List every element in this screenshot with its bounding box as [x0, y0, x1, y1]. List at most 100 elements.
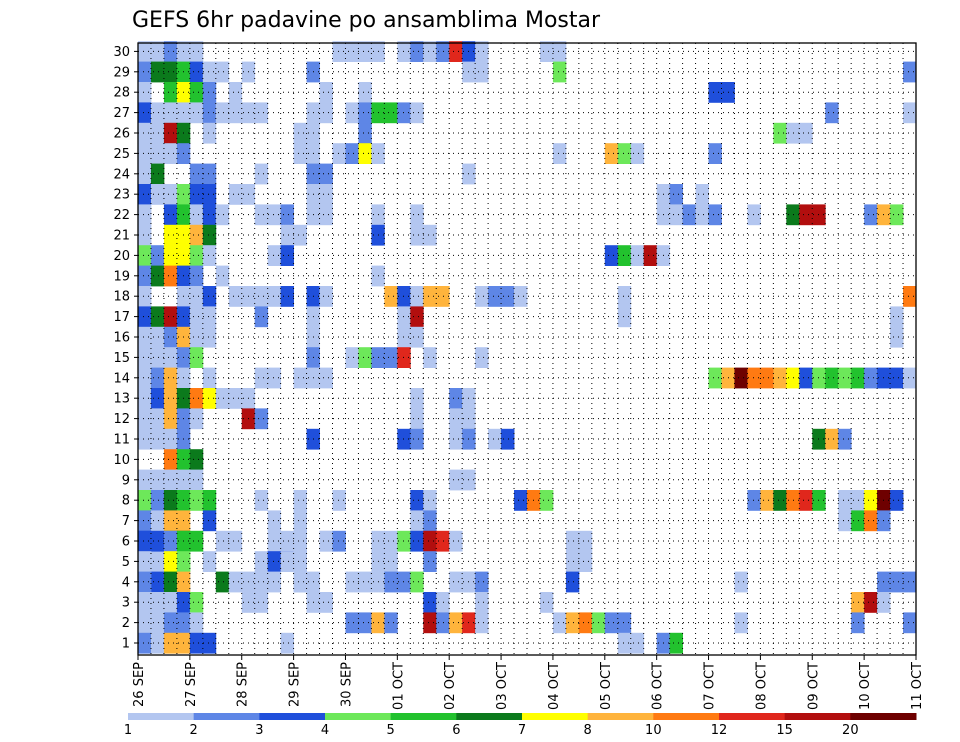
heatmap-cell [189, 347, 204, 368]
heatmap-cell [630, 632, 645, 654]
heatmap-cell [410, 204, 424, 226]
heatmap-cell [202, 326, 217, 348]
legend-label: 4 [321, 723, 329, 738]
y-tick-label: 5 [122, 555, 130, 570]
heatmap-cell [254, 592, 269, 613]
y-tick-label: 19 [113, 269, 130, 284]
heatmap-cell [552, 41, 567, 62]
heatmap-cell [254, 367, 269, 389]
heatmap-cell [345, 612, 359, 634]
heatmap-cell [150, 592, 165, 613]
heatmap-cell [138, 551, 152, 572]
heatmap-cell [760, 367, 774, 389]
heatmap-cell [138, 388, 152, 409]
y-tick-label: 14 [113, 371, 130, 386]
heatmap-cell [138, 41, 152, 62]
heatmap-cell [436, 41, 450, 62]
heatmap-cell [189, 388, 204, 409]
heatmap-cell [358, 41, 372, 62]
heatmap-cell [202, 306, 217, 328]
heatmap-cell [215, 530, 230, 552]
heatmap-cell [163, 41, 178, 62]
heatmap-cell [449, 41, 463, 62]
heatmap-cell [760, 490, 774, 511]
heatmap-cell [163, 367, 178, 389]
heatmap-cell [488, 428, 502, 450]
heatmap-cell [150, 347, 165, 368]
y-tick-label: 22 [113, 208, 130, 223]
heatmap-cell [384, 347, 398, 368]
legend-swatch [456, 713, 523, 720]
heatmap-cell [890, 306, 904, 328]
heatmap-cell [163, 265, 178, 287]
heatmap-cell [851, 510, 865, 532]
heatmap-cell [280, 632, 294, 654]
heatmap-cell [890, 571, 904, 593]
heatmap-cell [838, 428, 852, 450]
heatmap-cell [410, 224, 424, 246]
heatmap-cell [475, 592, 489, 613]
heatmap-cell [410, 428, 424, 450]
legend-label: 3 [255, 723, 263, 738]
legend-label: 12 [711, 723, 728, 738]
x-tick-label: 01 OCT [391, 662, 406, 710]
heatmap-cell [150, 510, 165, 532]
heatmap-cell [423, 286, 437, 307]
heatmap-cell [903, 367, 917, 389]
heatmap-cell [669, 632, 683, 654]
heatmap-cell [189, 204, 204, 226]
heatmap-cell [202, 388, 217, 409]
heatmap-cell [423, 612, 437, 634]
heatmap-cell [475, 41, 489, 62]
heatmap-cell [358, 143, 372, 164]
heatmap-cell [138, 163, 152, 185]
legend-label: 15 [776, 723, 793, 738]
heatmap-cell [215, 102, 230, 124]
heatmap-cell [215, 265, 230, 287]
y-tick-label: 16 [113, 331, 130, 346]
heatmap-cell [423, 510, 437, 532]
heatmap-cell [423, 224, 437, 246]
heatmap-cell [150, 388, 165, 409]
y-tick-label: 23 [113, 188, 130, 203]
heatmap-cell [358, 571, 372, 593]
heatmap-cell [138, 592, 152, 613]
heatmap-cell [695, 184, 709, 205]
heatmap-cell [138, 510, 152, 532]
heatmap-cell [643, 245, 658, 266]
heatmap-cell [280, 530, 294, 552]
y-tick-label: 11 [113, 433, 130, 448]
heatmap-cell [138, 428, 152, 450]
heatmap-cell [189, 163, 204, 185]
heatmap-cell [604, 612, 619, 634]
heatmap-cell [358, 612, 372, 634]
x-tick-label: 09 OCT [806, 662, 821, 710]
heatmap-cell [150, 612, 165, 634]
heatmap-cell [630, 245, 645, 266]
heatmap-cell [150, 184, 165, 205]
x-tick-label: 06 OCT [651, 662, 666, 710]
x-tick-label: 04 OCT [547, 662, 562, 710]
legend-swatch [719, 713, 786, 720]
heatmap-cell [436, 286, 450, 307]
heatmap-cell [578, 612, 593, 634]
y-tick-label: 8 [122, 494, 130, 509]
heatmap-cell [138, 286, 152, 307]
heatmap-cell [449, 530, 463, 552]
heatmap-cell [138, 367, 152, 389]
heatmap-cell [138, 306, 152, 328]
x-tick-label: 26 SEP [132, 662, 147, 707]
heatmap-cell [138, 469, 152, 491]
color-legend: 1 2 3 4 5 6 7 8 10 12 15 20 [124, 713, 917, 738]
heatmap-cell [851, 367, 865, 389]
heatmap-cell [384, 612, 398, 634]
heatmap-cell [267, 245, 282, 266]
heatmap-cell [138, 61, 152, 83]
heatmap-cell [423, 551, 437, 572]
heatmap-cell [449, 571, 463, 593]
heatmap-cell [189, 265, 204, 287]
heatmap-cell [267, 286, 282, 307]
heatmap-cell [254, 571, 269, 593]
heatmap-cell [138, 122, 152, 144]
heatmap-cell [150, 571, 165, 593]
